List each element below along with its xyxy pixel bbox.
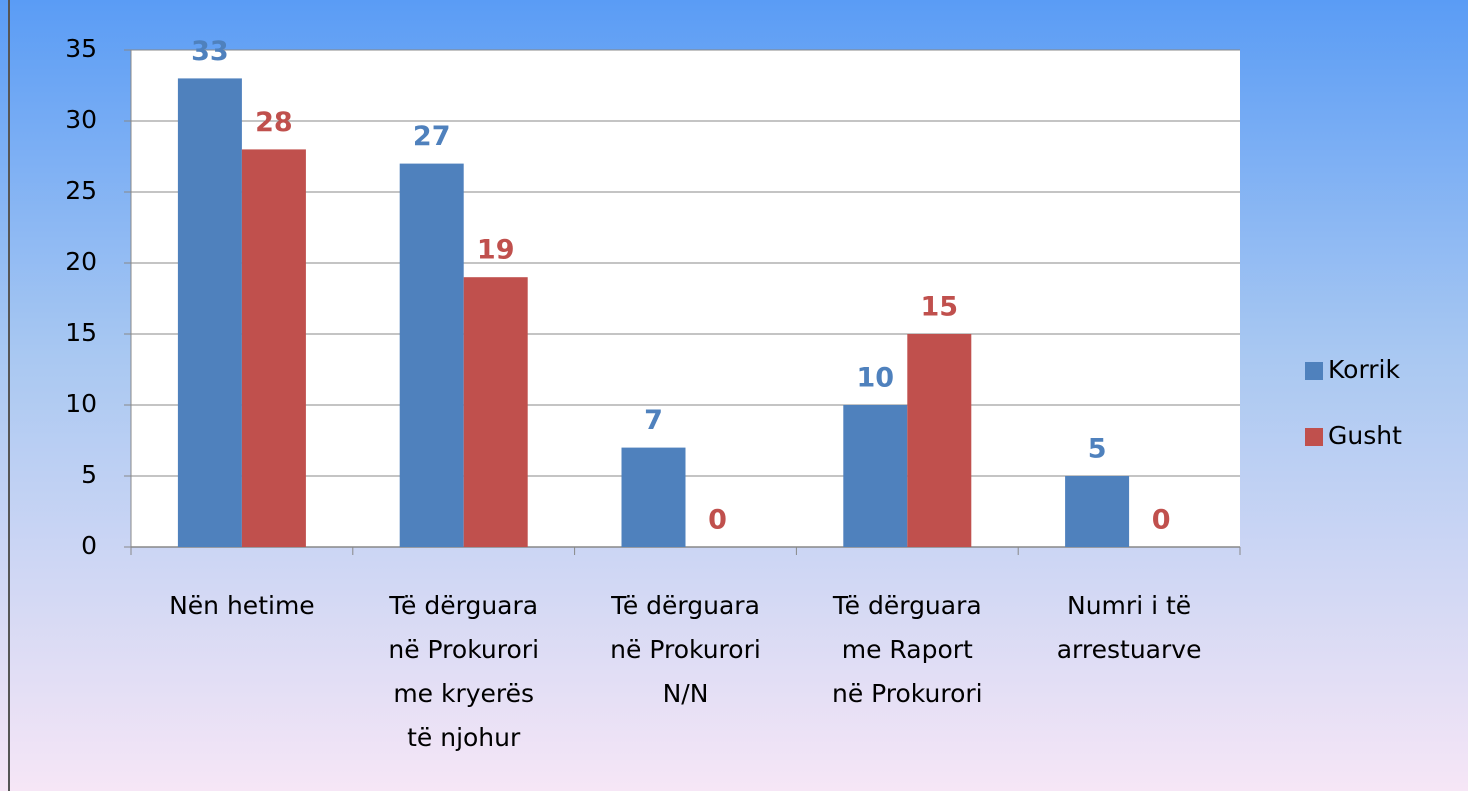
data-label: 10 [857, 363, 895, 394]
bar [463, 277, 528, 547]
x-tick-label: Të dërguara [388, 591, 538, 620]
legend-swatch [1305, 362, 1323, 380]
legend-label: Gusht [1328, 421, 1402, 450]
bar [399, 163, 464, 547]
bar [241, 149, 306, 547]
data-label: 19 [477, 235, 515, 266]
legend-label: Korrik [1328, 355, 1401, 384]
data-label: 15 [921, 292, 959, 323]
y-tick-label: 0 [81, 531, 97, 560]
y-tick-label: 35 [65, 34, 97, 63]
legend-swatch [1305, 428, 1323, 446]
bar [621, 447, 686, 547]
data-label: 0 [1152, 505, 1171, 536]
data-label: 5 [1088, 434, 1107, 465]
x-tick-label: Të dërguara [832, 591, 982, 620]
bar [1065, 476, 1130, 547]
x-tick-label: arrestuarve [1057, 635, 1202, 664]
bar [843, 405, 908, 547]
y-tick-label: 25 [65, 176, 97, 205]
x-tick-label: me Raport [842, 635, 973, 664]
x-tick-label: Të dërguara [610, 591, 760, 620]
data-label: 28 [255, 107, 293, 138]
x-tick-label: N/N [663, 679, 709, 708]
bar [907, 334, 972, 547]
bar [177, 78, 242, 548]
x-tick-label: në Prokurori [610, 635, 761, 664]
x-tick-label: Nën hetime [169, 591, 315, 620]
data-label: 7 [644, 405, 663, 436]
y-tick-label: 15 [65, 318, 97, 347]
y-tick-label: 30 [65, 105, 97, 134]
y-tick-label: 5 [81, 460, 97, 489]
x-tick-label: në Prokurori [388, 635, 539, 664]
y-tick-label: 20 [65, 247, 97, 276]
y-tick-label: 10 [65, 389, 97, 418]
x-tick-label: Numri i të [1067, 591, 1191, 620]
x-tick-label: të njohur [407, 723, 521, 752]
data-label: 27 [413, 121, 451, 152]
data-label: 33 [191, 36, 229, 67]
data-label: 0 [708, 505, 727, 536]
x-tick-label: në Prokurori [832, 679, 983, 708]
x-tick-label: me kryerës [393, 679, 534, 708]
